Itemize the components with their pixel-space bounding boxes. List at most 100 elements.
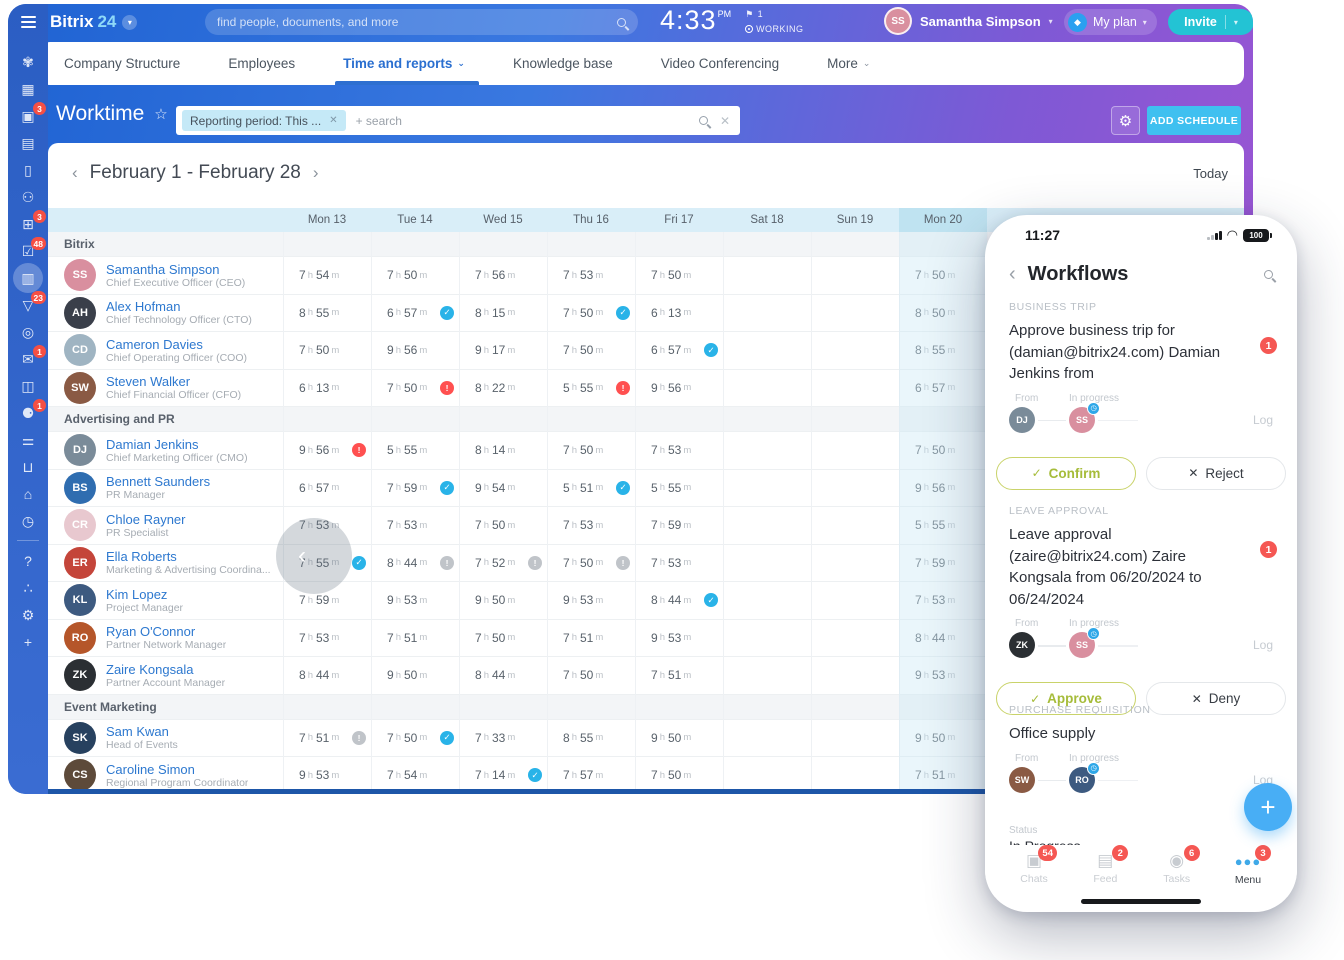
worktime-cell[interactable]: 9 h 17 m bbox=[459, 332, 547, 369]
nav-tab-company-structure[interactable]: Company Structure bbox=[64, 42, 180, 85]
day-header-sun-19[interactable]: Sun 19 bbox=[836, 214, 874, 226]
sidebar-item-time-clock[interactable]: ◷ bbox=[8, 507, 48, 534]
check-status-icon[interactable]: ✓ bbox=[616, 305, 630, 320]
worktime-cell[interactable] bbox=[723, 257, 811, 294]
worktime-cell[interactable] bbox=[723, 582, 811, 619]
worktime-cell[interactable]: 7 h 53 m bbox=[635, 545, 723, 582]
worktime-cell[interactable]: 7 h 59 m bbox=[899, 545, 987, 582]
log-link[interactable]: Log bbox=[1252, 638, 1273, 652]
sidebar-item-worktime[interactable]: ▥ bbox=[8, 262, 48, 293]
worktime-cell[interactable] bbox=[811, 620, 899, 657]
worktime-cell[interactable]: 7 h 50 m bbox=[547, 657, 635, 694]
worktime-cell[interactable] bbox=[723, 720, 811, 757]
employee-name[interactable]: Steven Walker bbox=[106, 374, 191, 390]
worktime-cell[interactable]: 7 h 51 m bbox=[371, 620, 459, 657]
worktime-cell[interactable] bbox=[723, 545, 811, 582]
worktime-cell[interactable]: 9 h 56 m bbox=[899, 470, 987, 507]
sidebar-item-store[interactable]: ⌂ bbox=[8, 480, 48, 507]
nav-tab-knowledge-base[interactable]: Knowledge base bbox=[513, 42, 613, 85]
work-clock[interactable]: 4:33 PM ⚑ 1 WORKING bbox=[660, 5, 804, 36]
worktime-cell[interactable] bbox=[811, 545, 899, 582]
worktime-cell[interactable]: 9 h 53 m bbox=[635, 620, 723, 657]
global-search-input[interactable]: find people, documents, and more bbox=[205, 9, 638, 35]
worktime-cell[interactable] bbox=[723, 507, 811, 544]
worktime-cell[interactable] bbox=[723, 295, 811, 332]
tab-menu[interactable]: ●●● Menu 3 bbox=[1217, 845, 1279, 897]
worktime-cell[interactable] bbox=[723, 370, 811, 407]
worktime-cell[interactable]: 7 h 51 m bbox=[899, 757, 987, 789]
day-header-wed-15[interactable]: Wed 15 bbox=[483, 214, 523, 226]
sidebar-item-calendar[interactable]: ⊞ 3 bbox=[8, 210, 48, 237]
worktime-cell[interactable]: 8 h 44 m! bbox=[371, 545, 459, 582]
worktime-cell[interactable]: 9 h 50 m bbox=[635, 720, 723, 757]
user-menu[interactable]: SS Samantha Simpson ▾ bbox=[884, 7, 1053, 35]
worktime-cell[interactable] bbox=[811, 432, 899, 469]
worktime-cell[interactable]: 6 h 57 m bbox=[899, 370, 987, 407]
employee-name[interactable]: Bennett Saunders bbox=[106, 474, 211, 490]
worktime-cell[interactable] bbox=[723, 620, 811, 657]
nav-tab-more[interactable]: More ⌄ bbox=[827, 42, 870, 85]
worktime-cell[interactable]: 7 h 50 m bbox=[547, 332, 635, 369]
nav-tab-time-and-reports[interactable]: Time and reports ⌄ bbox=[335, 42, 479, 85]
worktime-cell[interactable] bbox=[811, 657, 899, 694]
info-status-icon[interactable]: ! bbox=[440, 555, 454, 570]
worktime-cell[interactable] bbox=[723, 432, 811, 469]
sidebar-item-drive[interactable]: ◫ bbox=[8, 372, 48, 399]
worktime-cell[interactable]: 8 h 22 m bbox=[459, 370, 547, 407]
worktime-cell[interactable]: 8 h 55 m bbox=[899, 332, 987, 369]
check-status-icon[interactable]: ✓ bbox=[704, 343, 718, 358]
worktime-cell[interactable]: 8 h 50 m bbox=[899, 295, 987, 332]
info-status-icon[interactable]: ! bbox=[352, 730, 366, 745]
log-link[interactable]: Log bbox=[1252, 412, 1273, 427]
nav-tab-employees[interactable]: Employees bbox=[228, 42, 295, 85]
worktime-cell[interactable]: 6 h 57 m ✓ bbox=[371, 295, 459, 332]
hamburger-menu-icon[interactable] bbox=[8, 16, 48, 28]
worktime-cell[interactable] bbox=[811, 507, 899, 544]
worktime-cell[interactable]: 9 h 56 m bbox=[635, 370, 723, 407]
sidebar-item-crm-funnel[interactable]: ▽ 23 bbox=[8, 291, 48, 318]
sidebar-item-settings-gear[interactable]: ⚙ bbox=[8, 601, 48, 628]
worktime-cell[interactable]: 7 h 57 m bbox=[547, 757, 635, 789]
employee-name[interactable]: Samantha Simpson bbox=[106, 261, 220, 277]
sidebar-item-market-cart[interactable]: ⊔ bbox=[8, 453, 48, 480]
settings-gear-button[interactable]: ⚙ bbox=[1111, 106, 1140, 135]
search-icon[interactable] bbox=[617, 17, 626, 27]
info-status-icon[interactable]: ! bbox=[616, 555, 630, 570]
worktime-cell[interactable]: 7 h 54 m bbox=[371, 757, 459, 789]
search-icon[interactable] bbox=[1264, 269, 1273, 279]
worktime-cell[interactable] bbox=[811, 720, 899, 757]
sidebar-item-inbox[interactable]: ▤ bbox=[8, 129, 48, 156]
filter-search-bar[interactable]: Reporting period: This ... ✕ + search ✕ bbox=[176, 106, 740, 135]
employee-name[interactable]: Zaire Kongsala bbox=[106, 661, 194, 677]
worktime-cell[interactable]: 9 h 53 m bbox=[283, 757, 371, 789]
worktime-cell[interactable]: 7 h 59 m bbox=[635, 507, 723, 544]
worktime-cell[interactable] bbox=[723, 657, 811, 694]
worktime-cell[interactable]: 6 h 13 m bbox=[283, 370, 371, 407]
worktime-cell[interactable]: 7 h 50 m bbox=[635, 257, 723, 294]
chevron-down-icon[interactable]: ▾ bbox=[122, 14, 138, 30]
worktime-cell[interactable]: 7 h 59 m ✓ bbox=[371, 470, 459, 507]
check-status-icon[interactable]: ✓ bbox=[704, 593, 718, 608]
worktime-cell[interactable]: 5 h 55 m! bbox=[547, 370, 635, 407]
day-header-mon-13[interactable]: Mon 13 bbox=[307, 214, 347, 226]
employee-name[interactable]: Chloe Rayner bbox=[106, 511, 186, 527]
sidebar-item-messenger[interactable]: ▣ 3 bbox=[8, 102, 48, 129]
worktime-cell[interactable]: 7 h 50 m ✓ bbox=[547, 295, 635, 332]
worktime-cell[interactable]: 5 h 55 m bbox=[635, 470, 723, 507]
sidebar-item-automation[interactable]: ⚈ 1 bbox=[8, 399, 48, 426]
filter-chip[interactable]: Reporting period: This ... ✕ bbox=[182, 110, 346, 131]
sidebar-item-help[interactable]: ? bbox=[8, 547, 48, 574]
day-header-mon-20[interactable]: Mon 20 bbox=[899, 208, 987, 232]
bitrix24-logo[interactable]: Bitrix 24 ▾ bbox=[50, 12, 138, 32]
worktime-cell[interactable]: 7 h 56 m bbox=[459, 257, 547, 294]
next-period-arrow[interactable]: › bbox=[312, 163, 319, 182]
worktime-cell[interactable]: 9 h 56 m! bbox=[283, 432, 371, 469]
worktime-cell[interactable]: 8 h 44 m bbox=[283, 657, 371, 694]
worktime-cell[interactable]: 7 h 50 m bbox=[899, 432, 987, 469]
check-status-icon[interactable]: ✓ bbox=[440, 730, 454, 745]
alert-status-icon[interactable]: ! bbox=[352, 443, 366, 458]
worktime-cell[interactable]: 5 h 55 m bbox=[371, 432, 459, 469]
search-icon[interactable] bbox=[698, 116, 708, 125]
prev-period-arrow[interactable]: ‹ bbox=[72, 163, 78, 182]
worktime-cell[interactable]: 7 h 33 m bbox=[459, 720, 547, 757]
